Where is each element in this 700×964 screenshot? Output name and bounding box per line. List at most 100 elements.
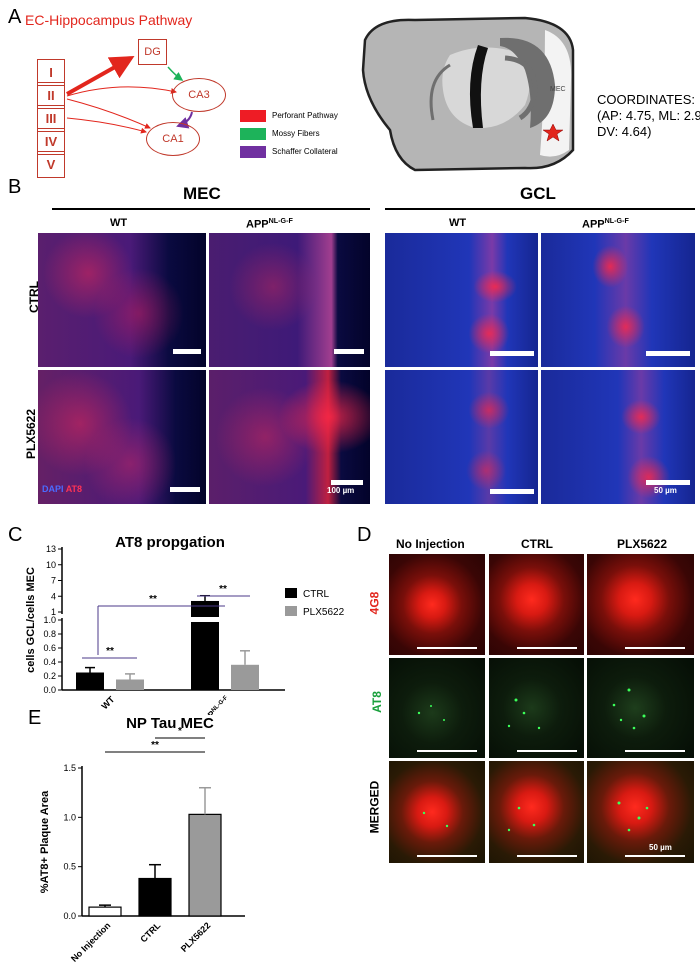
d-4g8-ctrl bbox=[489, 554, 584, 655]
d-col-no-injection: No Injection bbox=[396, 537, 465, 551]
panel-label-d: D bbox=[357, 524, 372, 546]
scale-bar-d-6 bbox=[625, 750, 685, 752]
chart-c-legend-label: CTRL bbox=[303, 589, 330, 600]
panel-label-e: E bbox=[28, 707, 42, 729]
scale-bar-d-2 bbox=[517, 647, 577, 649]
chart-e-bar bbox=[88, 906, 122, 917]
b-col-app-mec: APPNL-G-F bbox=[246, 217, 293, 231]
ca3-ellipse: CA3 bbox=[172, 78, 226, 112]
scale-bar-d-7 bbox=[417, 855, 477, 857]
layer-iii: III bbox=[37, 105, 65, 132]
d-4g8-plx bbox=[587, 554, 694, 655]
chart-c-sig-3: ** bbox=[106, 646, 114, 657]
chart-c-legend-label: PLX5622 bbox=[303, 607, 345, 618]
scale-label-mec: 100 µm bbox=[327, 486, 355, 495]
legend-dapi-text: DAPI bbox=[42, 484, 64, 494]
layer-i: I bbox=[37, 59, 65, 86]
legend-dapi: DAPI AT8 bbox=[42, 484, 82, 494]
chart-c-legend-swatch bbox=[285, 606, 297, 616]
scale-bar-d-1 bbox=[417, 647, 477, 649]
brain-section-illustration bbox=[361, 16, 575, 172]
chart-c-legend-swatch bbox=[285, 588, 297, 598]
legend-at8-text: AT8 bbox=[65, 484, 83, 494]
chart-c-title: AT8 propgation bbox=[115, 534, 225, 551]
scale-bar-mec-1 bbox=[173, 349, 201, 354]
gcl-header-rule bbox=[385, 208, 695, 210]
gcl-wt-ctrl-image bbox=[385, 233, 538, 367]
scale-label-gcl: 50 µm bbox=[654, 486, 677, 495]
mec-wt-ctrl-image bbox=[38, 233, 206, 367]
scale-bar-d-3 bbox=[625, 647, 685, 649]
b-col-app-gcl-sup: NL-G-F bbox=[604, 217, 629, 225]
gcl-wt-plx-image bbox=[385, 370, 538, 504]
chart-e-ytick-label: 0.5 bbox=[63, 862, 76, 872]
d-merged-plx: 50 µm bbox=[587, 761, 694, 863]
scale-bar-gcl-2 bbox=[646, 351, 690, 356]
legend-swatch-schaffer bbox=[240, 146, 266, 158]
gcl-header: GCL bbox=[520, 184, 556, 203]
scale-bar-gcl-1 bbox=[490, 351, 534, 356]
chart-c-ytick-label-upper: 4 bbox=[51, 591, 56, 601]
legend-swatch-mossy bbox=[240, 128, 266, 140]
coordinates-line-1: COORDINATES: bbox=[597, 92, 695, 107]
b-row-plx: PLX5622 bbox=[24, 408, 39, 460]
b-col-app-mec-sup: NL-G-F bbox=[268, 217, 293, 225]
d-col-plx: PLX5622 bbox=[617, 537, 668, 551]
scale-bar-mec-2 bbox=[334, 349, 364, 354]
chart-e-bar bbox=[188, 813, 222, 917]
mec-app-plx-image: 100 µm bbox=[209, 370, 370, 504]
d-at8-no-injection bbox=[389, 658, 485, 758]
ca1-label: CA1 bbox=[162, 133, 184, 145]
chart-e-xtick-label: No Injection bbox=[69, 920, 112, 963]
b-col-wt-mec: WT bbox=[110, 217, 128, 229]
ca1-ellipse: CA1 bbox=[146, 122, 200, 156]
coordinates-line-3: DV: 4.64) bbox=[597, 124, 652, 139]
d-col-ctrl: CTRL bbox=[521, 537, 553, 551]
chart-e-bar bbox=[138, 877, 172, 917]
chart-c-ylabel: cells GCL/cells MEC bbox=[25, 567, 37, 673]
b-col-app-mec-text: APP bbox=[246, 218, 269, 231]
d-row-at8: AT8 bbox=[369, 691, 384, 713]
chart-e-xtick-label: CTRL bbox=[138, 920, 162, 944]
dg-label: DG bbox=[144, 46, 161, 58]
brain-mec-label: MEC bbox=[550, 86, 566, 93]
scale-bar-d-4 bbox=[417, 750, 477, 752]
scale-bar-d-8 bbox=[517, 855, 577, 857]
panel-label-b: B bbox=[8, 176, 22, 198]
chart-c-bar bbox=[116, 679, 144, 690]
chart-c-ytick-label-upper: 7 bbox=[51, 576, 56, 586]
mec-wt-plx-image: DAPI AT8 bbox=[38, 370, 206, 504]
scale-bar-mec-3 bbox=[170, 487, 200, 492]
scale-bar-gcl-4 bbox=[646, 480, 690, 485]
chart-c-sig-1: ** bbox=[149, 594, 157, 605]
scale-bar-gcl-3 bbox=[490, 489, 534, 494]
chart-e-xtick-label: PLX5622 bbox=[179, 920, 213, 954]
legend-swatch-perforant bbox=[240, 110, 266, 122]
layer-iv: IV bbox=[37, 128, 65, 155]
d-at8-ctrl bbox=[489, 658, 584, 758]
chart-e-ytick-label: 0.0 bbox=[63, 911, 76, 921]
layer-ii: II bbox=[37, 82, 65, 109]
mec-header: MEC bbox=[183, 184, 221, 203]
mec-header-rule bbox=[52, 208, 370, 210]
chart-e-title: NP Tau MEC bbox=[126, 715, 214, 732]
d-green-puncta bbox=[417, 688, 649, 832]
b-col-wt-gcl: WT bbox=[449, 217, 467, 229]
d-row-4g8: 4G8 bbox=[367, 591, 382, 615]
dg-box: DG bbox=[138, 39, 167, 65]
chart-c-ytick-label-lower: 1.0 bbox=[43, 615, 56, 625]
chart-c-ytick-label-lower: 0.4 bbox=[43, 657, 56, 667]
d-at8-plx bbox=[587, 658, 694, 758]
chart-e-sig-2: * bbox=[178, 726, 182, 737]
chart-e-sig-1: ** bbox=[151, 740, 159, 751]
chart-c-bar bbox=[76, 672, 104, 690]
chart-c-axis-break-gap bbox=[189, 617, 221, 622]
chart-c-ytick-label-upper: 1 bbox=[51, 607, 56, 617]
layer-v: V bbox=[37, 151, 65, 178]
chart-at8-propagation: AT8 propgation cells GCL/cells MEC 0.0 0.2 0… bbox=[25, 534, 345, 715]
legend-schaffer: Schaffer Collateral bbox=[272, 147, 338, 156]
b-col-app-gcl: APPNL-G-F bbox=[582, 217, 629, 231]
chart-c-ytick-label-lower: 0.2 bbox=[43, 671, 56, 681]
pathway-title: EC-Hippocampus Pathway bbox=[25, 12, 193, 28]
legend-perforant: Perforant Pathway bbox=[272, 111, 338, 120]
